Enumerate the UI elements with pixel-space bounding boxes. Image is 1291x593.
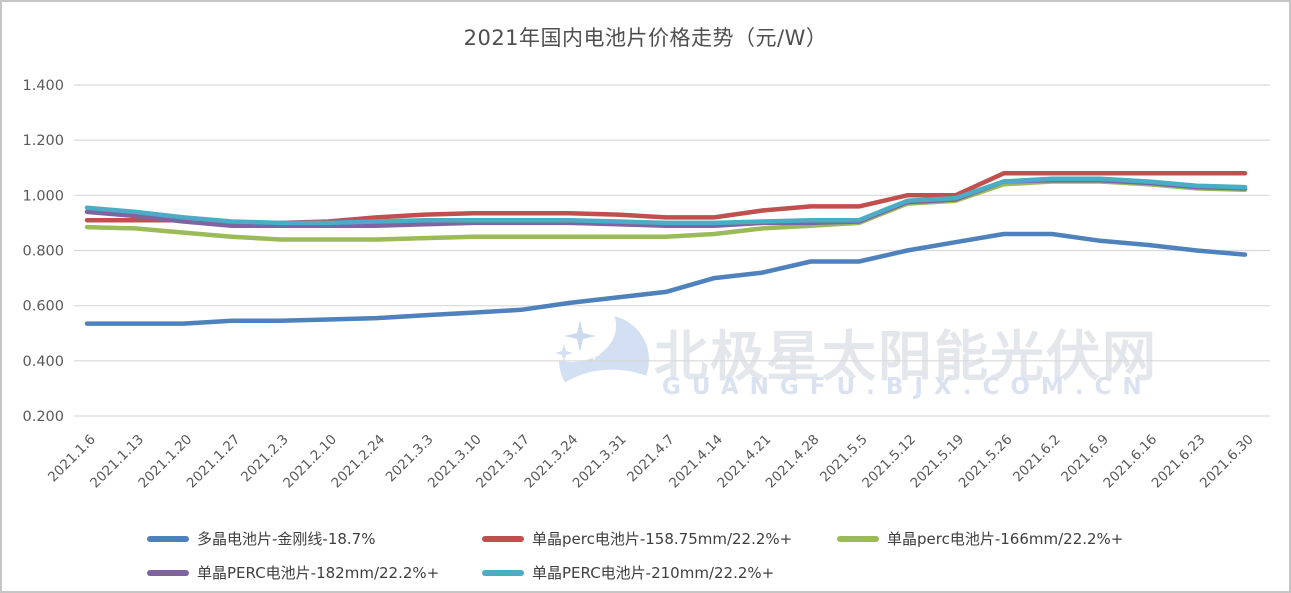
x-axis-tick-label: 2021.3.3 [383, 432, 437, 486]
x-axis-tick-label: 2021.4.7 [624, 432, 678, 486]
x-axis-tick-label: 2021.6.9 [1058, 432, 1112, 486]
legend-label: 单晶perc电池片-158.75mm/22.2%+ [532, 530, 793, 548]
x-axis-tick-label: 2021.3.24 [521, 432, 581, 492]
watermark-subtext: GUANGFU.BJX.COM.CN [662, 374, 1153, 400]
x-axis-tick-label: 2021.3.17 [473, 432, 533, 492]
x-axis-tick-label: 2021.6.23 [1149, 432, 1209, 492]
series-line-2 [84, 179, 1248, 242]
x-axis-tick-label: 2021.1.13 [87, 432, 147, 492]
y-axis-tick-label: 0.800 [22, 244, 64, 260]
legend-label: 单晶PERC电池片-210mm/22.2%+ [532, 564, 775, 582]
series-line-3 [84, 177, 1248, 228]
x-axis-tick-label: 2021.6.30 [1197, 432, 1257, 492]
legend-item-0: 多晶电池片-金刚线-18.7% [147, 528, 375, 549]
x-axis-tick-label: 2021.3.31 [570, 432, 630, 492]
legend-item-3: 单晶PERC电池片-182mm/22.2%+ [147, 562, 439, 583]
y-axis-tick-label: 0.200 [22, 409, 64, 425]
series-line-4 [84, 176, 1248, 226]
watermark: 北极星太阳能光伏网 GUANGFU.BJX.COM.CN [550, 304, 1190, 412]
x-axis-tick-label: 2021.2.24 [328, 432, 388, 492]
legend-marker-icon [147, 569, 189, 576]
bjx-solar-logo-icon [550, 308, 650, 408]
legend-marker-icon [482, 535, 524, 542]
x-axis-tick-label: 2021.1.27 [184, 432, 244, 492]
y-axis-tick-label: 0.400 [22, 354, 64, 370]
legend-item-4: 单晶PERC电池片-210mm/22.2%+ [482, 562, 774, 583]
legend-label: 单晶perc电池片-166mm/22.2%+ [887, 530, 1124, 548]
x-axis-tick-label: 2021.5.5 [817, 432, 871, 486]
y-axis-tick-label: 1.200 [22, 133, 64, 149]
x-axis-tick-label: 2021.5.12 [859, 432, 919, 492]
x-axis-tick-label: 2021.4.21 [714, 432, 774, 492]
x-axis-tick-label: 2021.3.10 [425, 432, 485, 492]
x-axis-tick-label: 2021.1.20 [135, 432, 195, 492]
y-axis-tick-label: 1.000 [22, 188, 64, 204]
legend-label: 多晶电池片-金刚线-18.7% [197, 530, 376, 548]
x-axis-tick-label: 2021.4.28 [763, 432, 823, 492]
watermark-text: 北极星太阳能光伏网 [654, 325, 1158, 388]
legend-marker-icon [482, 569, 524, 576]
x-axis-tick-label: 2021.2.10 [280, 432, 340, 492]
chart-title: 2021年国内电池片价格走势（元/W） [463, 26, 828, 50]
y-axis-tick-label: 0.600 [22, 299, 64, 315]
x-axis-tick-label: 2021.6.16 [1100, 432, 1160, 492]
x-axis-tick-label: 2021.5.26 [956, 432, 1016, 492]
legend-item-1: 单晶perc电池片-158.75mm/22.2%+ [482, 528, 792, 549]
legend-marker-icon [147, 535, 189, 542]
x-axis-tick-label: 2021.2.3 [238, 432, 292, 486]
series-line-1 [84, 171, 1248, 226]
y-axis-tick-label: 1.400 [22, 78, 64, 94]
x-axis-tick-label: 2021.1.6 [45, 432, 99, 486]
legend-label: 单晶PERC电池片-182mm/22.2%+ [197, 564, 440, 582]
legend-marker-icon [837, 535, 879, 542]
x-axis-tick-label: 2021.6.2 [1010, 432, 1064, 486]
x-axis-tick-label: 2021.5.19 [907, 432, 967, 492]
legend-item-2: 单晶perc电池片-166mm/22.2%+ [837, 528, 1123, 549]
x-axis-tick-label: 2021.4.14 [666, 432, 726, 492]
